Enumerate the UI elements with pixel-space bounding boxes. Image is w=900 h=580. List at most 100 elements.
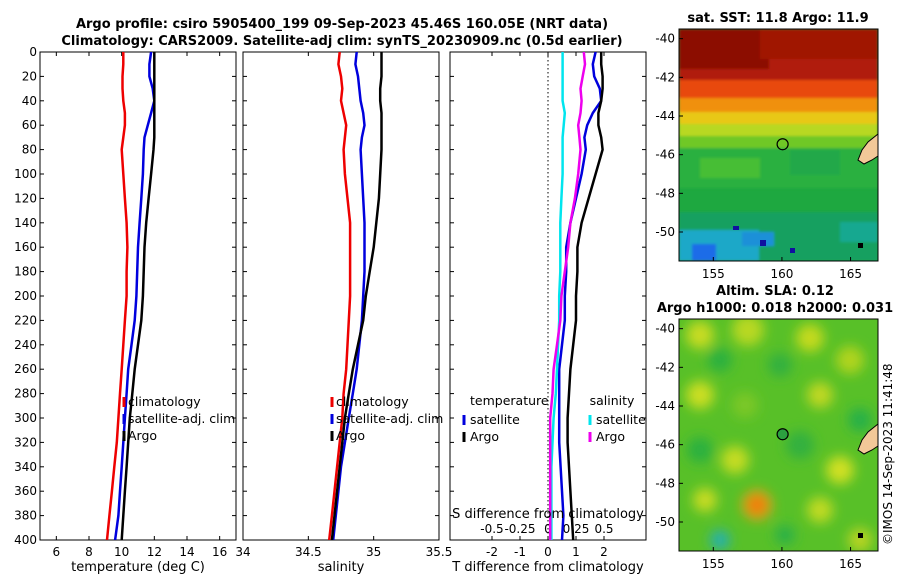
sla-argo-marker [776, 428, 789, 441]
xtick-label: 10 [114, 545, 129, 559]
legend-label: satellite-adj. clim [128, 411, 235, 426]
ytick-label: 240 [14, 338, 37, 352]
ytick-label: 40 [22, 94, 37, 108]
xtick-label: 35.5 [426, 545, 453, 559]
temperature-ticks: 6 8 10 12 14 16020406080100120140160180200220… [14, 45, 236, 559]
map-ytick-label: -50 [655, 515, 675, 529]
ytick-label: 100 [14, 167, 37, 181]
salinity-ticks: 34 34.5 35 35.5 [235, 51, 453, 559]
map-xtick-label: 160 [770, 267, 793, 281]
header-line-2: Climatology: CARS2009. Satellite-adj cli… [61, 34, 622, 49]
legend-label: Argo [596, 429, 625, 444]
ytick-label: 320 [14, 435, 37, 449]
series-line-climatology [327, 52, 352, 540]
legend-label: satellite-adj. clim [336, 411, 443, 426]
sst-map-image [679, 29, 878, 261]
ytick-label: 0 [29, 45, 37, 59]
legend-group-title: salinity [590, 393, 635, 408]
xtick-label: 12 [147, 545, 162, 559]
map-ytick-label: -40 [655, 322, 675, 336]
sst-map-ticks: 155 160 165 -40 -42 -44 -46 -48 -50 [655, 32, 862, 281]
ytick-label: 60 [22, 118, 37, 132]
s-diff-tick-label: -0.25 [504, 522, 535, 536]
xtick-label: 2 [600, 545, 608, 559]
sst-coastline [857, 132, 879, 248]
map-ytick-label: -44 [655, 399, 675, 413]
legend-label: climatology [336, 394, 409, 409]
series-line-climatology [105, 52, 129, 540]
xtick-label: 8 [85, 545, 93, 559]
difference-panel: -2 -1 0 1 2 -0.5 -0.25 0 0.25 0.5 temperature sate… [449, 51, 647, 575]
xtick-label: 16 [212, 545, 227, 559]
sla-map-panel: Altim. SLA: 0.12 Argo h1000: 0.018 h2000… [655, 284, 893, 571]
temperature-xlabel: temperature (deg C) [71, 560, 205, 575]
series-line-argo [330, 52, 383, 540]
map-xtick-label: 155 [702, 557, 725, 571]
map-ytick-label: -44 [655, 109, 675, 123]
sst-map-panel: sat. SST: 11.8 Argo: 11.9 [655, 11, 879, 281]
difference-ticks: -2 -1 0 1 2 -0.5 -0.25 0 0.25 0.5 [450, 51, 646, 559]
sla-map-ticks: 155 160 165 -40 -42 -44 -46 -48 -50 [655, 322, 862, 571]
salinity-xlabel: salinity [318, 560, 365, 575]
ytick-label: 360 [14, 484, 37, 498]
legend-label: Argo [336, 428, 365, 443]
series-line-satellite-adj-clim [331, 52, 366, 540]
map-ytick-label: -46 [655, 148, 675, 162]
ytick-label: 400 [14, 533, 37, 547]
series-line-salinity-satellite [550, 52, 567, 540]
map-ytick-label: -46 [655, 438, 675, 452]
ytick-label: 20 [22, 69, 37, 83]
xtick-label: -1 [514, 545, 526, 559]
xtick-label: 34 [235, 545, 250, 559]
temperature-legend: climatology satellite-adj. clim Argo [122, 394, 235, 443]
salinity-panel: 34 34.5 35 35.5 climatology satellite-adj. c… [235, 51, 453, 575]
map-ytick-label: -42 [655, 70, 675, 84]
ytick-label: 380 [14, 509, 37, 523]
legend-group-title: temperature [470, 393, 549, 408]
series-line-salinity-argo [548, 52, 587, 540]
xtick-label: 34.5 [295, 545, 322, 559]
temperature-lines [105, 52, 156, 540]
legend-label: climatology [128, 394, 201, 409]
map-ytick-label: -48 [655, 186, 675, 200]
salinity-lines [327, 52, 383, 540]
difference-lines [548, 52, 604, 540]
ytick-label: 260 [14, 362, 37, 376]
s-difference-label: S difference from climatology [452, 507, 644, 522]
ytick-label: 280 [14, 387, 37, 401]
legend-label: satellite [470, 412, 520, 427]
map-ytick-label: -50 [655, 225, 675, 239]
s-diff-tick-label: -0.5 [480, 522, 503, 536]
xtick-label: 6 [53, 545, 61, 559]
legend-label: Argo [128, 428, 157, 443]
sst-map-title: sat. SST: 11.8 Argo: 11.9 [687, 11, 868, 26]
map-xtick-label: 160 [770, 557, 793, 571]
temperature-axes-box [39, 51, 237, 541]
ytick-label: 300 [14, 411, 37, 425]
ytick-label: 160 [14, 240, 37, 254]
ytick-label: 340 [14, 460, 37, 474]
xtick-label: 14 [179, 545, 194, 559]
series-line-argo [120, 52, 156, 540]
xtick-label: 0 [544, 545, 552, 559]
temperature-panel: 6 8 10 12 14 16020406080100120140160180200220… [14, 45, 237, 575]
s-diff-tick-label: 0.5 [594, 522, 613, 536]
ytick-label: 200 [14, 289, 37, 303]
map-ytick-label: -48 [655, 476, 675, 490]
ytick-label: 180 [14, 265, 37, 279]
map-ytick-label: -42 [655, 360, 675, 374]
xtick-label: 35 [366, 545, 381, 559]
sla-coastline [857, 422, 879, 538]
legend-label: Argo [470, 429, 499, 444]
map-xtick-label: 165 [839, 267, 862, 281]
xtick-label: -2 [486, 545, 498, 559]
ytick-label: 140 [14, 216, 37, 230]
ytick-label: 220 [14, 313, 37, 327]
series-line-temperature-argo [566, 52, 604, 540]
sla-map-title-2: Argo h1000: 0.018 h2000: 0.031 [657, 301, 893, 316]
sla-map-title-1: Altim. SLA: 0.12 [716, 284, 834, 299]
ytick-label: 120 [14, 191, 37, 205]
xtick-label: 1 [572, 545, 580, 559]
legend-label: satellite [596, 412, 646, 427]
